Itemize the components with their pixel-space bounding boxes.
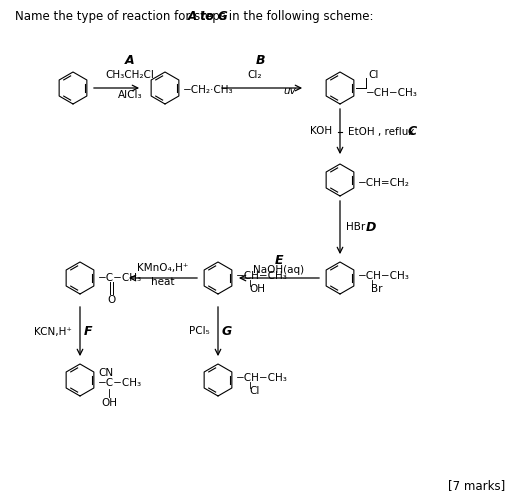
Text: in the following scheme:: in the following scheme: [225,10,373,23]
Text: B: B [255,54,265,67]
Text: −CH=CH₂: −CH=CH₂ [358,178,410,188]
Text: Name the type of reaction for steps: Name the type of reaction for steps [15,10,230,23]
Text: O: O [107,295,115,305]
Text: D: D [366,221,376,234]
Text: NaOH(aq): NaOH(aq) [253,265,305,275]
Text: Cl₂: Cl₂ [248,70,262,80]
Text: Cl: Cl [249,386,259,396]
Text: CH₃CH₂Cl: CH₃CH₂Cl [106,70,154,80]
Text: OH: OH [249,284,265,294]
Text: G: G [222,325,232,338]
Text: −C−CH₃: −C−CH₃ [98,378,142,388]
Text: −CH−CH₃: −CH−CH₃ [236,271,288,281]
Text: EtOH , reflux: EtOH , reflux [348,126,414,136]
Text: C: C [408,125,417,138]
Text: [7 marks]: [7 marks] [448,479,505,492]
Text: A: A [125,54,135,67]
Text: Cl: Cl [368,70,379,80]
Text: AlCl₃: AlCl₃ [118,90,142,100]
Text: A to G: A to G [188,10,229,23]
Text: −CH−CH₃: −CH−CH₃ [236,373,288,383]
Text: PCl₅: PCl₅ [189,327,210,337]
Text: F: F [84,325,93,338]
Text: −CH−CH₃: −CH−CH₃ [358,271,410,281]
Text: OH: OH [101,398,117,408]
Text: E: E [275,254,283,267]
Text: HBr: HBr [346,222,365,232]
Text: −CH₂·CH₃: −CH₂·CH₃ [183,85,233,95]
Text: CN: CN [98,368,113,378]
Text: Br: Br [371,284,383,294]
Text: heat: heat [151,277,175,287]
Text: −C−CH₃: −C−CH₃ [98,273,142,283]
Text: uv: uv [283,86,296,96]
Text: KOH: KOH [310,126,332,136]
Text: KCN,H⁺: KCN,H⁺ [34,327,72,337]
Text: −CH−CH₃: −CH−CH₃ [366,88,418,98]
Text: KMnO₄,H⁺: KMnO₄,H⁺ [137,263,189,273]
